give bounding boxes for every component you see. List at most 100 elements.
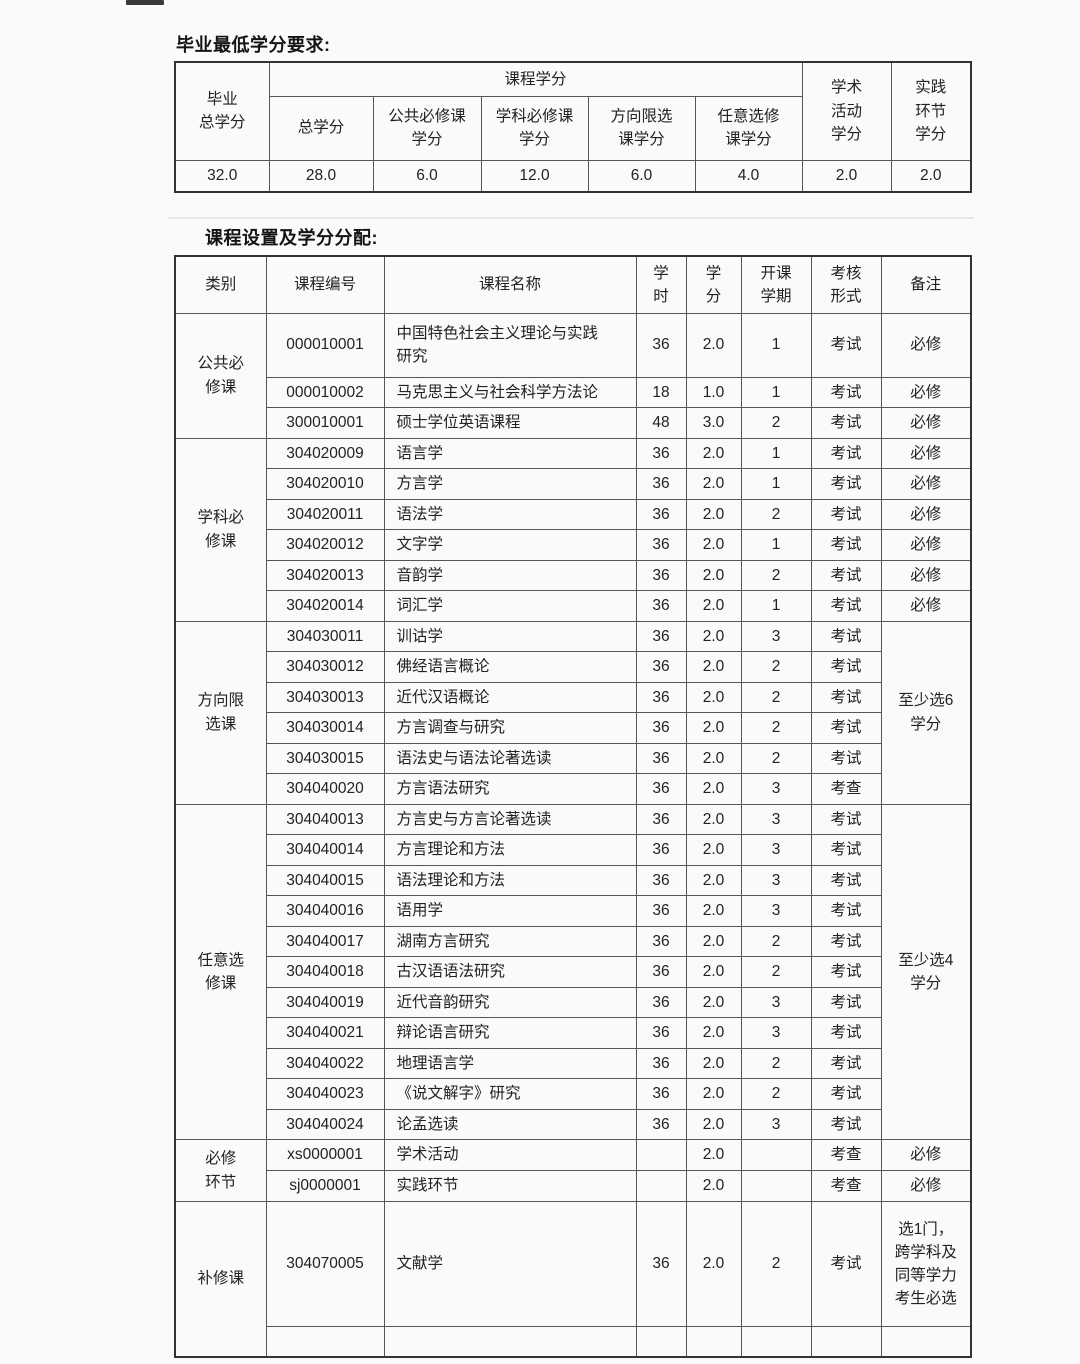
course-code-cell: 304040019 — [265, 986, 385, 1018]
credits-cell: 2.0 — [685, 986, 742, 1018]
remark-cell: 必修 — [880, 529, 972, 561]
credits-cell: 2.0 — [685, 895, 742, 927]
remark-cell: 必修 — [880, 590, 972, 622]
credits-cell: 2.0 — [685, 590, 742, 622]
course-row: 学科必 修课 304020009 语言学 36 2.0 1 考试 必修 — [174, 437, 972, 622]
header-direction-limited-credits: 方向限选 课学分 — [587, 95, 696, 161]
credits-cell: 2.0 — [685, 529, 742, 561]
course-row: 304040015 语法理论和方法 36 2.0 3 考试 — [175, 864, 971, 896]
course-row — [175, 1326, 972, 1357]
credit-header-row-1: 毕业 总学分 课程学分 学术 活动 学分 实践 环节 学分 — [174, 61, 972, 161]
remark-cell: 必修 — [880, 1139, 972, 1171]
course-code-cell: 304040021 — [265, 1017, 385, 1049]
hours-cell: 36 — [635, 437, 687, 469]
hours-cell: 36 — [635, 1078, 687, 1110]
semester-cell: 3 — [740, 1017, 812, 1049]
value-cell: 28.0 — [268, 159, 374, 193]
course-name-cell: 方言学 — [383, 468, 637, 500]
semester-cell: 2 — [740, 1078, 812, 1110]
credits-cell: 2.0 — [685, 712, 742, 744]
header-course-name: 课程名称 — [383, 255, 637, 314]
semester-cell — [740, 1326, 812, 1357]
value-cell: 12.0 — [480, 159, 589, 193]
hours-cell: 36 — [635, 1108, 687, 1140]
semester-cell: 3 — [740, 620, 812, 652]
hours-cell: 36 — [635, 773, 687, 805]
semester-cell: 1 — [740, 312, 812, 378]
course-row: 任意选 修课 304040013 方言史与方言论著选读 36 2.0 3 考试 … — [174, 803, 972, 1140]
course-row: 304040019 近代音韵研究 36 2.0 3 考试 — [175, 986, 971, 1018]
semester-cell: 3 — [740, 803, 812, 835]
course-row: 304030013 近代汉语概论 36 2.0 2 考试 — [175, 681, 971, 713]
course-name-cell: 中国特色社会主义理论与实践 研究 — [383, 312, 637, 378]
course-code-cell: 304070005 — [265, 1201, 385, 1327]
course-name-cell: 近代汉语概论 — [383, 681, 637, 713]
course-code-cell: 304020012 — [265, 529, 385, 561]
assessment-cell: 考查 — [810, 1170, 882, 1202]
hours-cell: 36 — [635, 925, 687, 957]
credits-cell — [685, 1326, 742, 1357]
credits-cell: 2.0 — [685, 834, 742, 866]
course-name-cell: 音韵学 — [383, 559, 637, 591]
credits-cell: 2.0 — [685, 1139, 742, 1171]
value-cell: 2.0 — [801, 159, 892, 193]
course-row: 304040017 湖南方言研究 36 2.0 2 考试 — [175, 925, 971, 957]
credits-cell: 3.0 — [685, 407, 742, 439]
credits-cell: 2.0 — [685, 1078, 742, 1110]
course-name-cell: 训诂学 — [383, 620, 637, 652]
course-code-cell: 304040023 — [265, 1078, 385, 1110]
credits-cell: 2.0 — [685, 773, 742, 805]
assessment-cell: 考查 — [810, 1139, 882, 1171]
course-row: 方向限 选课 304030011 训诂学 36 2.0 3 考试 至少选6 学分 — [174, 620, 972, 805]
assessment-cell: 考试 — [810, 803, 882, 835]
value-cell: 32.0 — [174, 159, 270, 193]
hours-cell: 36 — [635, 590, 687, 622]
course-name-cell: 文献学 — [383, 1201, 637, 1327]
assessment-cell: 考试 — [810, 1201, 882, 1327]
assessment-cell: 考试 — [810, 712, 882, 744]
hours-cell: 36 — [635, 529, 687, 561]
semester-cell: 3 — [740, 864, 812, 896]
course-name-cell: 方言史与方言论著选读 — [383, 803, 637, 835]
course-name-cell: 论孟选读 — [383, 1108, 637, 1140]
course-name-cell: 实践环节 — [383, 1170, 637, 1202]
course-row: 304030012 佛经语言概论 36 2.0 2 考试 — [175, 651, 971, 683]
course-row: 公共必 修课 000010001 中国特色社会主义理论与实践 研究 36 2.0… — [174, 312, 972, 439]
course-row: 304040023 《说文解字》研究 36 2.0 2 考试 — [175, 1078, 971, 1110]
course-code-cell: 304040014 — [265, 834, 385, 866]
course-row: 304040018 古汉语语法研究 36 2.0 2 考试 — [175, 956, 971, 988]
hours-cell: 48 — [635, 407, 687, 439]
course-name-cell: 语法理论和方法 — [383, 864, 637, 896]
course-row: 304020013 音韵学 36 2.0 2 考试 必修 — [175, 559, 972, 591]
semester-cell: 2 — [740, 925, 812, 957]
semester-cell: 1 — [740, 437, 812, 469]
course-code-cell — [265, 1326, 385, 1357]
assessment-cell: 考试 — [810, 1078, 882, 1110]
credits-cell: 2.0 — [685, 925, 742, 957]
course-code-cell: 304030015 — [265, 742, 385, 774]
assessment-cell: 考试 — [810, 651, 882, 683]
assessment-cell: 考试 — [810, 620, 882, 652]
remark-span-cell: 至少选4 学分 — [880, 803, 972, 1140]
course-name-cell: 《说文解字》研究 — [383, 1078, 637, 1110]
assessment-cell: 考试 — [810, 498, 882, 530]
remark-cell — [880, 1326, 972, 1357]
credits-cell: 2.0 — [685, 559, 742, 591]
header-hours: 学 时 — [635, 255, 687, 314]
semester-cell: 2 — [740, 681, 812, 713]
credits-cell: 2.0 — [685, 803, 742, 835]
assessment-cell: 考试 — [810, 742, 882, 774]
course-name-cell: 佛经语言概论 — [383, 651, 637, 683]
credits-cell: 2.0 — [685, 312, 742, 378]
category-cell: 学科必 修课 — [174, 437, 267, 622]
hours-cell: 36 — [635, 956, 687, 988]
semester-cell: 3 — [740, 986, 812, 1018]
course-name-cell: 硕士学位英语课程 — [383, 407, 637, 439]
course-row: 304040022 地理语言学 36 2.0 2 考试 — [175, 1047, 971, 1079]
course-row: 304040024 论孟选读 36 2.0 3 考试 — [175, 1108, 971, 1140]
header-course-credits-group: 课程学分 — [268, 61, 803, 97]
course-code-cell: xs0000001 — [265, 1139, 385, 1171]
hours-cell — [635, 1139, 687, 1171]
category-cell: 必修 环节 — [174, 1139, 267, 1202]
course-row: 304040020 方言语法研究 36 2.0 3 考查 — [175, 773, 971, 805]
